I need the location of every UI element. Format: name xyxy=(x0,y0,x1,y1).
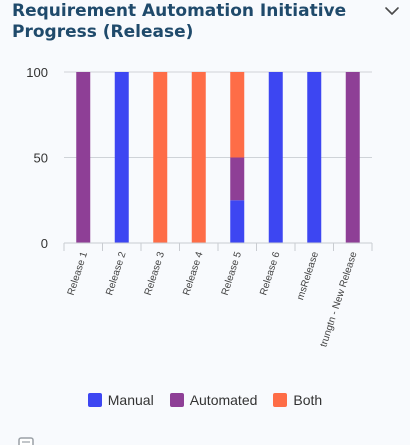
x-tick-label-6: Release 6 xyxy=(258,250,283,297)
widget-title: Requirement Automation Initiative Progre… xyxy=(12,1,347,42)
x-tick-label-2: Release 2 xyxy=(104,250,129,297)
legend-swatch-automated xyxy=(169,393,184,407)
legend-label-manual: Manual xyxy=(107,392,154,408)
x-tick-label-1: Release 1 xyxy=(66,250,91,297)
legend-swatch-both xyxy=(273,393,288,407)
legend-item-automated[interactable]: Automated xyxy=(169,392,258,408)
x-tick-label-4: Release 4 xyxy=(181,250,206,297)
bar-manual-6[interactable] xyxy=(268,72,283,243)
y-tick-label-0: 0 xyxy=(41,236,48,251)
legend-item-both[interactable]: Both xyxy=(273,392,322,408)
bar-both-5[interactable] xyxy=(230,72,245,158)
y-tick-label-100: 100 xyxy=(26,65,48,80)
x-tick-label-5: Release 5 xyxy=(220,250,245,297)
legend-label-both: Both xyxy=(293,392,323,408)
chevron-down-icon[interactable] xyxy=(381,3,403,21)
x-tick-label-8: trungtn - New Release xyxy=(318,250,359,348)
bar-manual-2[interactable] xyxy=(114,72,129,243)
bar-both-4[interactable] xyxy=(191,72,206,243)
bar-automated-5[interactable] xyxy=(230,157,245,201)
bar-both-3[interactable] xyxy=(153,72,168,243)
x-tick-label-7: msRelease xyxy=(295,250,321,301)
chart-legend: Manual Automated Both xyxy=(0,390,410,410)
legend-item-manual[interactable]: Manual xyxy=(87,392,154,408)
y-tick-label-50: 50 xyxy=(34,151,48,166)
legend-label-automated: Automated xyxy=(189,392,258,408)
stacked-bar-chart: 0 50 100 Release 1 Release 2 Release 3 Release… xyxy=(26,65,373,349)
bar-manual-5[interactable] xyxy=(230,200,245,243)
bar-manual-7[interactable] xyxy=(307,72,322,243)
x-tick-label-3: Release 3 xyxy=(143,250,168,297)
bar-automated-1[interactable] xyxy=(76,72,91,243)
widget-footer-icon[interactable] xyxy=(18,437,34,445)
legend-swatch-manual xyxy=(87,393,102,407)
bar-automated-8[interactable] xyxy=(345,72,360,243)
